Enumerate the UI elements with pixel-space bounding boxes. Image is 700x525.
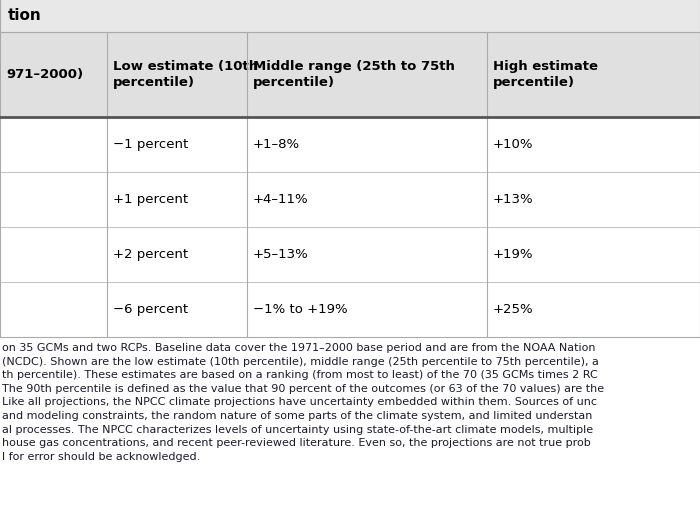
Text: +4–11%: +4–11% [253,193,309,206]
Text: −1 percent: −1 percent [113,138,188,151]
Text: on 35 GCMs and two RCPs. Baseline data cover the 1971–2000 base period and are f: on 35 GCMs and two RCPs. Baseline data c… [2,343,604,462]
Text: +1 percent: +1 percent [113,193,188,206]
Bar [0,32,700,117]
Text: +10%: +10% [493,138,533,151]
Text: +5–13%: +5–13% [253,248,309,261]
Text: +19%: +19% [493,248,533,261]
Text: −6 percent: −6 percent [113,303,188,316]
Text: −1% to +19%: −1% to +19% [253,303,348,316]
Text: 971–2000): 971–2000) [6,68,83,81]
Text: tion: tion [8,8,42,24]
Text: +1–8%: +1–8% [253,138,300,151]
Text: +2 percent: +2 percent [113,248,188,261]
Text: High estimate
percentile): High estimate percentile) [493,60,598,89]
Text: +13%: +13% [493,193,533,206]
Text: Low estimate (10th
percentile): Low estimate (10th percentile) [113,60,258,89]
Text: Middle range (25th to 75th
percentile): Middle range (25th to 75th percentile) [253,60,455,89]
Bar [0,0,700,32]
Text: +25%: +25% [493,303,533,316]
